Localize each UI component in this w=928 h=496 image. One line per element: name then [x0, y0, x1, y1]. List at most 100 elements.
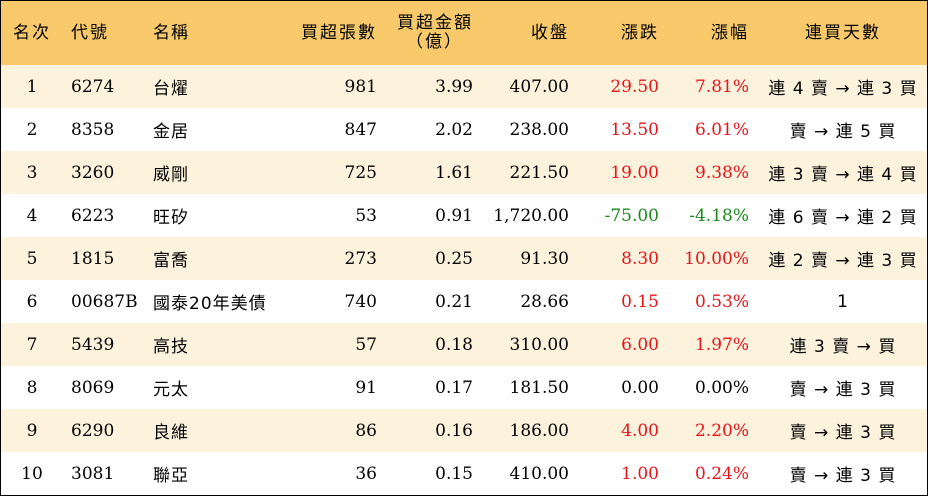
change-cell: 0.00: [621, 377, 659, 398]
header-buy-amount-line2: （億）: [406, 32, 463, 52]
header-rank: 名次: [13, 22, 51, 43]
change-cell: 19.00: [610, 162, 659, 183]
rank-cell: 10: [21, 463, 43, 484]
close-cell: 407.00: [509, 76, 569, 97]
buy-lots-cell: 847: [344, 119, 377, 140]
buy-amount-cell: 3.99: [435, 76, 473, 97]
pct-cell: 2.20%: [694, 420, 749, 441]
rank-cell: 2: [26, 119, 38, 140]
streak-cell: 連 3 賣 → 連 4 買: [768, 165, 918, 185]
name-cell: 富喬: [153, 251, 189, 271]
rank-cell: 8: [26, 377, 38, 398]
table-header-row: 名次 代號 名稱 買超張數 買超金額 （億） 收盤 漲跌 漲幅 連買天數: [1, 1, 927, 65]
streak-cell: 連 6 賣 → 連 2 買: [768, 208, 918, 228]
header-close: 收盤: [531, 22, 569, 43]
buy-amount-cell: 0.25: [435, 248, 473, 269]
streak-cell: 連 3 賣 → 買: [789, 337, 897, 357]
table-row: 10 3081 聯亞 36 0.15 410.00 1.00 0.24% 賣 → 連 3 買: [1, 452, 927, 495]
close-cell: 91.30: [520, 248, 569, 269]
pct-cell: 0.53%: [694, 291, 749, 312]
buy-amount-cell: 0.18: [435, 334, 473, 355]
code-cell: 3260: [71, 162, 115, 183]
rank-cell: 7: [26, 334, 38, 355]
rank-cell: 4: [26, 205, 38, 226]
buy-amount-cell: 0.17: [435, 377, 473, 398]
name-cell: 國泰20年美債: [153, 294, 267, 314]
buy-lots-cell: 57: [355, 334, 377, 355]
rank-cell: 6: [26, 291, 38, 312]
name-cell: 元太: [153, 380, 189, 400]
buy-lots-cell: 36: [355, 463, 377, 484]
buy-amount-cell: 2.02: [435, 119, 473, 140]
table-row: 8 8069 元太 91 0.17 181.50 0.00 0.00% 賣 → 連 3 買: [1, 366, 927, 409]
buy-amount-cell: 1.61: [435, 162, 473, 183]
buy-amount-cell: 0.21: [435, 291, 473, 312]
buy-amount-cell: 0.91: [435, 205, 473, 226]
change-cell: 6.00: [621, 334, 659, 355]
header-buy-amount: 買超金額 （億）: [387, 1, 483, 65]
code-cell: 8358: [71, 119, 115, 140]
code-cell: 6274: [71, 76, 115, 97]
name-cell: 旺矽: [153, 208, 189, 228]
change-cell: 1.00: [621, 463, 659, 484]
pct-cell: 0.24%: [694, 463, 749, 484]
rank-cell: 1: [26, 76, 38, 97]
pct-cell: 9.38%: [694, 162, 749, 183]
change-cell: 0.15: [621, 291, 659, 312]
header-streak: 連買天數: [805, 22, 881, 43]
rank-cell: 9: [26, 420, 38, 441]
table-row: 3 3260 威剛 725 1.61 221.50 19.00 9.38% 連 3 賣 → 連 …: [1, 151, 927, 194]
code-cell: 6290: [71, 420, 115, 441]
header-change: 漲跌: [621, 22, 659, 43]
rank-cell: 5: [26, 248, 38, 269]
table-row: 6 00687B 國泰20年美債 740 0.21 28.66 0.15 0.53% 1: [1, 280, 927, 323]
change-cell: -75.00: [604, 205, 659, 226]
table-row: 4 6223 旺矽 53 0.91 1,720.00 -75.00 -4.18% 連 6 賣 →…: [1, 194, 927, 237]
table-row: 5 1815 富喬 273 0.25 91.30 8.30 10.00% 連 2 賣 → 連 3…: [1, 237, 927, 280]
streak-cell: 賣 → 連 3 買: [789, 423, 897, 443]
header-name: 名稱: [153, 22, 189, 43]
code-cell: 00687B: [71, 291, 138, 312]
name-cell: 聯亞: [153, 466, 189, 486]
table-row: 7 5439 高技 57 0.18 310.00 6.00 1.97% 連 3 賣 → 買: [1, 323, 927, 366]
close-cell: 186.00: [509, 420, 569, 441]
name-cell: 金居: [153, 122, 189, 142]
name-cell: 高技: [153, 337, 189, 357]
table-row: 9 6290 良維 86 0.16 186.00 4.00 2.20% 賣 → 連 3 買: [1, 409, 927, 452]
streak-cell: 1: [837, 291, 849, 312]
streak-cell: 連 2 賣 → 連 3 買: [768, 251, 918, 271]
name-cell: 威剛: [153, 165, 189, 185]
pct-cell: 0.00%: [694, 377, 749, 398]
buy-lots-cell: 725: [344, 162, 377, 183]
table-body: 1 6274 台燿 981 3.99 407.00 29.50 7.81% 連 4 賣 → 連 …: [1, 65, 927, 495]
code-cell: 8069: [71, 377, 115, 398]
change-cell: 13.50: [610, 119, 659, 140]
table-row: 1 6274 台燿 981 3.99 407.00 29.50 7.81% 連 4 賣 → 連 …: [1, 65, 927, 108]
name-cell: 台燿: [153, 79, 189, 99]
close-cell: 238.00: [509, 119, 569, 140]
rank-cell: 3: [26, 162, 38, 183]
change-cell: 29.50: [610, 76, 659, 97]
buy-amount-cell: 0.15: [435, 463, 473, 484]
close-cell: 28.66: [520, 291, 569, 312]
streak-cell: 賣 → 連 5 買: [789, 122, 897, 142]
table-row: 2 8358 金居 847 2.02 238.00 13.50 6.01% 賣 → 連 5 買: [1, 108, 927, 151]
header-buy-amount-line1: 買超金額: [397, 13, 473, 33]
buy-lots-cell: 273: [344, 248, 377, 269]
buy-lots-cell: 740: [344, 291, 377, 312]
change-cell: 4.00: [621, 420, 659, 441]
buy-lots-cell: 86: [355, 420, 377, 441]
pct-cell: 1.97%: [694, 334, 749, 355]
buy-lots-cell: 91: [355, 377, 377, 398]
code-cell: 5439: [71, 334, 115, 355]
header-code: 代號: [71, 22, 109, 43]
pct-cell: -4.18%: [689, 205, 749, 226]
close-cell: 1,720.00: [493, 205, 569, 226]
streak-cell: 賣 → 連 3 買: [789, 466, 897, 486]
code-cell: 3081: [71, 463, 115, 484]
streak-cell: 賣 → 連 3 買: [789, 380, 897, 400]
close-cell: 221.50: [509, 162, 569, 183]
header-pct: 漲幅: [711, 22, 749, 43]
